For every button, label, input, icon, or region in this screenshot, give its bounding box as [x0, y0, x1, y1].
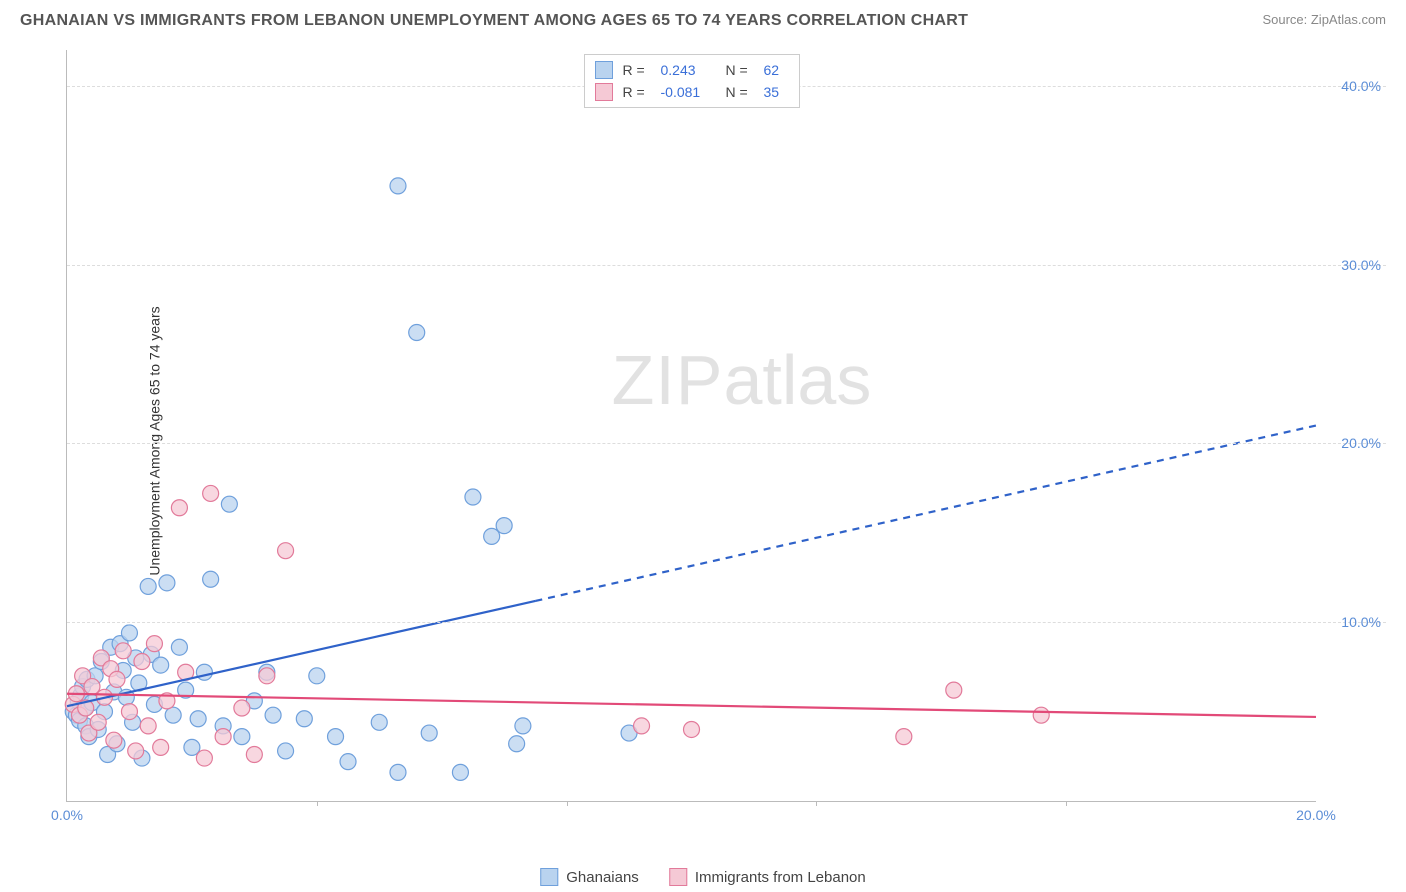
- legend-row-series-1: R = 0.243 N = 62: [595, 59, 789, 81]
- swatch-series-1: [595, 61, 613, 79]
- n-label: N =: [726, 84, 754, 100]
- y-tick-label: 10.0%: [1341, 614, 1381, 630]
- y-tick-label: 40.0%: [1341, 78, 1381, 94]
- correlation-legend: R = 0.243 N = 62 R = -0.081 N = 35: [584, 54, 800, 108]
- plot-area: R = 0.243 N = 62 R = -0.081 N = 35 ZIPat…: [66, 50, 1316, 802]
- series-legend: Ghanaians Immigrants from Lebanon: [540, 868, 865, 886]
- legend-label-series-2: Immigrants from Lebanon: [695, 869, 866, 886]
- y-tick-label: 30.0%: [1341, 257, 1381, 273]
- swatch-series-2: [595, 83, 613, 101]
- legend-item-series-2: Immigrants from Lebanon: [669, 868, 866, 886]
- swatch-series-2: [669, 868, 687, 886]
- chart-title: GHANAIAN VS IMMIGRANTS FROM LEBANON UNEM…: [20, 12, 968, 30]
- chart-header: GHANAIAN VS IMMIGRANTS FROM LEBANON UNEM…: [0, 0, 1406, 30]
- n-value-series-2: 35: [764, 84, 789, 100]
- legend-label-series-1: Ghanaians: [566, 869, 639, 886]
- chart-container: Unemployment Among Ages 65 to 74 years R…: [48, 50, 1386, 832]
- swatch-series-1: [540, 868, 558, 886]
- n-value-series-1: 62: [764, 62, 789, 78]
- legend-item-series-1: Ghanaians: [540, 868, 639, 886]
- y-tick-label: 20.0%: [1341, 435, 1381, 451]
- r-value-series-1: 0.243: [661, 62, 716, 78]
- r-label: R =: [623, 84, 651, 100]
- r-value-series-2: -0.081: [661, 84, 716, 100]
- x-tick-label: 20.0%: [1296, 807, 1336, 823]
- r-label: R =: [623, 62, 651, 78]
- n-label: N =: [726, 62, 754, 78]
- source-attribution: Source: ZipAtlas.com: [1262, 12, 1386, 27]
- scatter-svg: [67, 50, 1316, 801]
- x-tick-label: 0.0%: [51, 807, 83, 823]
- legend-row-series-2: R = -0.081 N = 35: [595, 81, 789, 103]
